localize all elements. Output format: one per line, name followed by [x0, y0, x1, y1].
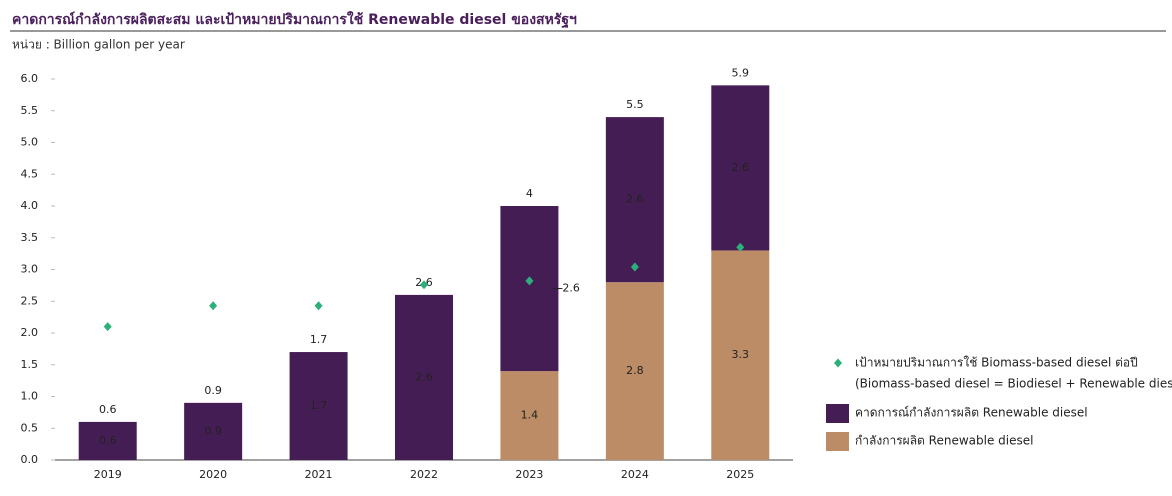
- x-tick-label: 2025: [726, 468, 754, 481]
- y-tick-label: 5.5: [21, 104, 39, 117]
- legend-label: คาดการณ์กำลังการผลิต Renewable diesel: [855, 406, 1088, 420]
- y-tick-label: 4.5: [21, 167, 39, 180]
- bar: [711, 250, 770, 460]
- legend-swatch: [826, 432, 849, 451]
- x-tick-label: 2023: [515, 468, 543, 481]
- x-tick-label: 2019: [94, 468, 122, 481]
- total-label: 4: [526, 187, 533, 200]
- legend-label: กำลังการผลิต Renewable diesel: [855, 434, 1033, 448]
- data-label: 2.6: [732, 161, 750, 174]
- legend-marker: [834, 358, 842, 368]
- bar: [500, 371, 559, 460]
- bar: [184, 402, 243, 460]
- target-marker: [103, 322, 112, 332]
- y-tick-label: 1.0: [21, 390, 39, 403]
- y-tick-label: 3.5: [21, 231, 39, 244]
- data-label: 2.8: [626, 364, 644, 377]
- bar: [289, 352, 348, 460]
- y-tick-label: 0.5: [21, 421, 39, 434]
- target-marker: [525, 276, 534, 286]
- data-label: 1.4: [521, 409, 539, 422]
- subtitle: หน่วย : Billion gallon per year: [12, 38, 185, 52]
- x-tick-label: 2022: [410, 468, 438, 481]
- data-label: 2.6: [562, 282, 580, 295]
- y-tick-label: 0.0: [21, 453, 39, 466]
- data-label: 0.9: [204, 424, 222, 437]
- y-tick-label: 6.0: [21, 72, 39, 85]
- x-tick-label: 2020: [199, 468, 227, 481]
- legend-note: (Biomass-based diesel = Biodiesel + Rene…: [855, 377, 1172, 391]
- data-label: 2.6: [626, 193, 644, 206]
- bar: [605, 282, 664, 460]
- data-label: 2.6: [415, 370, 433, 383]
- data-label: 1.7: [310, 399, 328, 412]
- total-label: 1.7: [310, 333, 328, 346]
- total-label: 5.5: [626, 98, 644, 111]
- legend-label: เป้าหมายปริมาณการใช้ Biomass-based diese…: [855, 356, 1138, 370]
- data-label: 3.3: [732, 348, 750, 361]
- bar: [605, 117, 664, 283]
- total-label: 0.9: [204, 384, 222, 397]
- x-tick-label: 2024: [621, 468, 649, 481]
- bar: [500, 206, 559, 372]
- target-marker: [420, 280, 428, 290]
- y-tick-label: 5.0: [21, 136, 39, 149]
- bar: [395, 294, 453, 460]
- bar: [711, 85, 770, 251]
- chart-title: คาดการณ์กำลังการผลิตสะสม และเป้าหมายปริม…: [12, 10, 577, 29]
- target-marker: [314, 301, 323, 311]
- x-tick-label: 2021: [305, 468, 333, 481]
- target-marker: [630, 262, 639, 272]
- target-marker: [736, 242, 745, 252]
- total-label: 5.9: [732, 66, 750, 79]
- y-tick-label: 4.0: [21, 199, 39, 212]
- total-label: 0.6: [99, 403, 117, 416]
- y-tick-label: 3.0: [21, 263, 39, 276]
- bar: [78, 421, 137, 460]
- y-tick-label: 2.0: [21, 326, 39, 339]
- y-tick-label: 2.5: [21, 294, 39, 307]
- data-label: 0.6: [99, 434, 117, 447]
- legend-swatch: [826, 404, 849, 423]
- target-marker: [209, 301, 218, 311]
- y-tick-label: 1.5: [21, 358, 39, 371]
